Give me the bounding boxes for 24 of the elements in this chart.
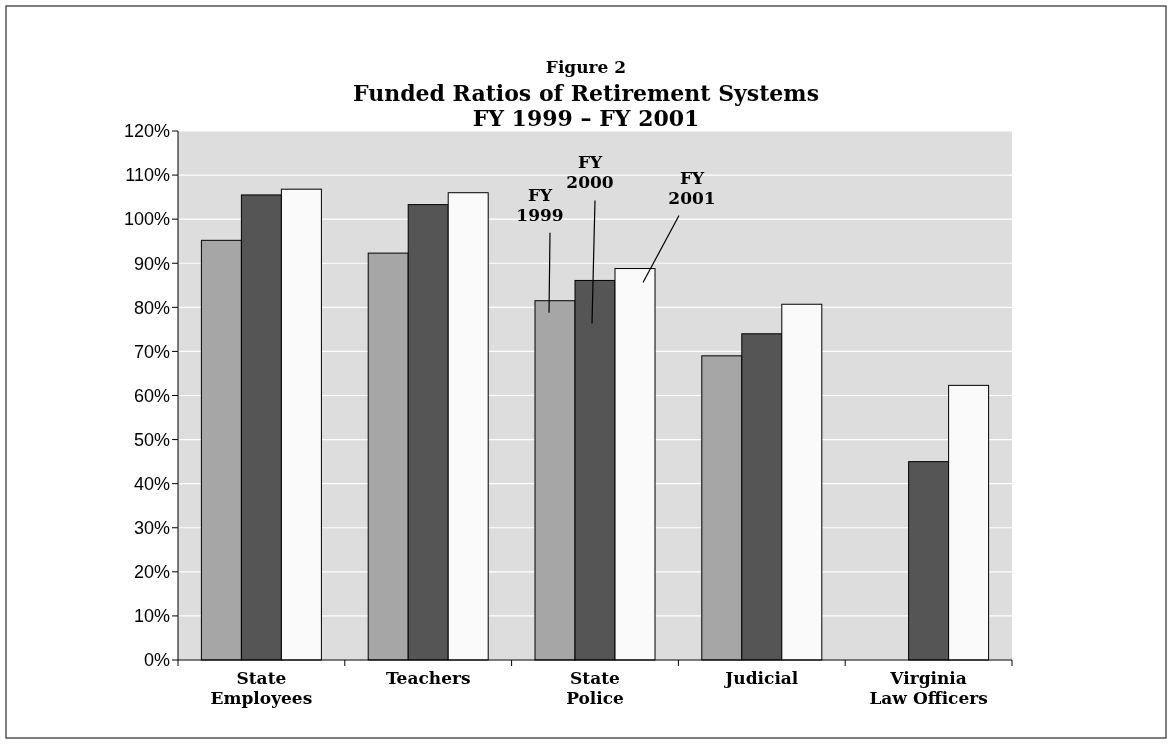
y-tick-label: 20% [133, 562, 170, 583]
y-tick-label: 90% [133, 253, 170, 274]
text: FY 2001 [668, 167, 716, 208]
text: FY 1999 [516, 184, 564, 225]
x-tick-label: Judicial [723, 668, 799, 688]
y-tick-label: 80% [133, 297, 170, 318]
caption: Figure 2 [545, 57, 627, 77]
y-tick-label: 70% [133, 341, 170, 362]
y-tick-label: 0% [143, 650, 170, 671]
chart-subtitle: FY 1999 – FY 2001 [472, 105, 700, 131]
x-tick-label: Teachers [385, 668, 471, 688]
y-tick-label: 120% [123, 121, 170, 142]
y-tick-label: 110% [125, 165, 170, 186]
x-tick-label: Virginia Law Officers [869, 668, 988, 708]
y-tick-label: 60% [133, 385, 170, 406]
x-tick-label: State Employees [210, 668, 313, 708]
y-tick-label: 10% [133, 606, 170, 627]
y-tick-label: 30% [133, 518, 170, 539]
y-tick-label: 40% [133, 473, 170, 494]
chart-title: Funded Ratios of Retirement Systems [352, 80, 820, 106]
text: FY 2000 [566, 152, 614, 193]
y-tick-label: 50% [133, 429, 170, 450]
x-tick-label: State Police [566, 668, 625, 708]
y-tick-label: 100% [123, 209, 170, 230]
